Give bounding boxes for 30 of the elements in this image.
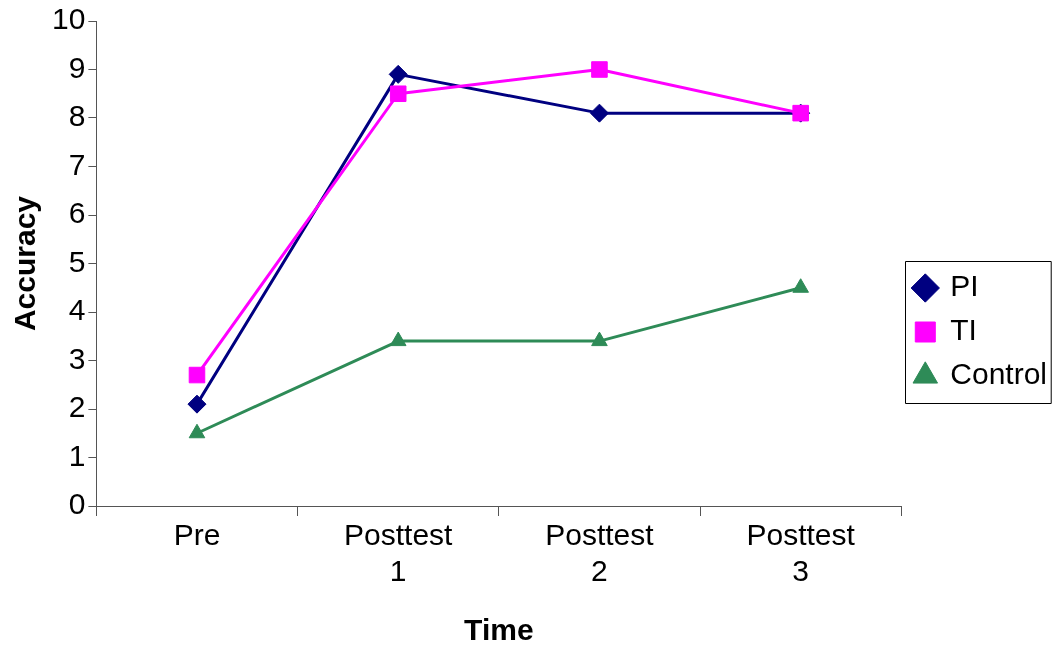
y-tick-label: 4 — [68, 293, 86, 327]
y-tick-label: 7 — [68, 147, 86, 181]
y-tick-label: 2 — [68, 390, 86, 424]
point — [188, 366, 206, 384]
y-axis-title: Accuracy — [8, 195, 42, 332]
y-tick-label: 8 — [68, 99, 86, 133]
point — [187, 394, 207, 414]
y-tick-label: 0 — [68, 487, 86, 521]
y-tick-label: 6 — [68, 196, 86, 230]
point — [188, 423, 206, 439]
y-tick-label: 1 — [68, 438, 86, 472]
legend-label: PI — [950, 269, 979, 303]
x-tick-label: Posttest 1 — [344, 518, 454, 588]
x-tick-label: Posttest 3 — [746, 518, 856, 588]
point — [589, 103, 609, 123]
y-tick-label: 5 — [68, 244, 86, 278]
x-tick-label: Posttest 2 — [545, 518, 655, 588]
legend-label: TI — [950, 313, 977, 347]
point — [388, 64, 408, 84]
point — [389, 331, 407, 347]
point — [591, 61, 608, 78]
legend-label: Control — [950, 357, 1048, 391]
y-tick-label: 10 — [51, 2, 86, 36]
point — [389, 85, 407, 103]
x-axis-title: Time — [464, 613, 534, 647]
y-tick-label: 9 — [68, 50, 86, 84]
point — [591, 331, 608, 347]
y-tick-label: 3 — [68, 341, 86, 375]
x-tick-label: Pre — [173, 518, 221, 552]
point — [792, 278, 809, 293]
